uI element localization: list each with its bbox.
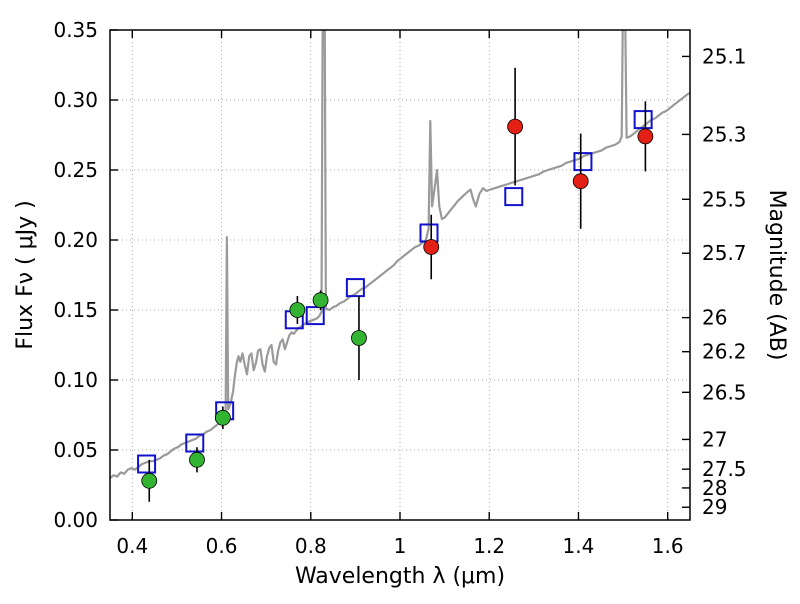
data-point-square	[305, 306, 325, 326]
x-axis-label: Wavelength λ (μm)	[295, 564, 505, 589]
series-model-photometry	[137, 110, 653, 474]
y-tick-label-left: 0.30	[53, 88, 98, 112]
y-tick-label-left: 0.00	[53, 508, 98, 532]
mag-tick-label: 26	[702, 306, 727, 330]
data-point-circle	[214, 409, 231, 426]
data-point-square	[185, 433, 205, 453]
mag-tick-label: 28	[702, 476, 727, 500]
mag-tick-label: 25.1	[702, 44, 747, 68]
mag-tick-label: 29	[702, 495, 727, 519]
x-tick-label: 1.2	[473, 534, 505, 558]
data-point-circle	[289, 302, 306, 318]
mag-tick-label: 26.2	[702, 340, 747, 364]
x-tick-label: 0.6	[206, 534, 238, 558]
x-tick-label: 1.6	[652, 534, 684, 558]
mag-tick-label: 25.3	[702, 122, 747, 146]
data-point-square	[345, 278, 365, 298]
mag-tick-label: 25.5	[702, 187, 747, 211]
data-point-square	[573, 152, 593, 172]
data-point-circle	[141, 472, 158, 489]
y-tick-label-left: 0.25	[53, 158, 98, 182]
chart-root: 0.4 0.6 0.8 1 1.2 1.4 1.6 0.00 0.05 0.10 0.15 0.20 0…	[53, 18, 747, 558]
data-point-square	[504, 187, 524, 207]
data-point-square	[633, 110, 653, 130]
y-tick-label-left: 0.15	[53, 298, 98, 322]
data-point-circle	[312, 292, 329, 309]
mag-tick-label: 27.5	[702, 457, 747, 481]
mag-tick-label: 25.7	[702, 241, 747, 265]
mag-tick-label: 26.5	[702, 380, 747, 404]
x-tick-label: 1	[394, 534, 407, 558]
data-point-circle	[507, 118, 524, 135]
plot-area	[110, 30, 690, 502]
mag-tick-label: 27	[702, 427, 727, 451]
series-observed-optical	[141, 290, 367, 502]
x-tick-label: 1.4	[563, 534, 595, 558]
y-axis-label-right: Magnitude (AB)	[764, 190, 789, 361]
data-point-square	[137, 454, 157, 474]
data-point-circle	[423, 239, 440, 255]
data-point-circle	[572, 173, 589, 190]
y-tick-label-left: 0.05	[53, 438, 98, 462]
data-point-circle	[637, 128, 654, 145]
y-axis-label-left: Flux Fν ( μJy )	[13, 200, 38, 349]
y-tick-label-left: 0.10	[53, 368, 98, 392]
data-point-circle	[189, 451, 205, 468]
y-tick-label-left: 0.35	[53, 18, 98, 42]
y-tick-label-left: 0.20	[53, 228, 98, 252]
data-point-circle	[351, 330, 367, 346]
x-tick-label: 0.8	[295, 534, 327, 558]
series-observed-near-ir	[423, 67, 654, 280]
x-tick-label: 0.4	[116, 534, 148, 558]
